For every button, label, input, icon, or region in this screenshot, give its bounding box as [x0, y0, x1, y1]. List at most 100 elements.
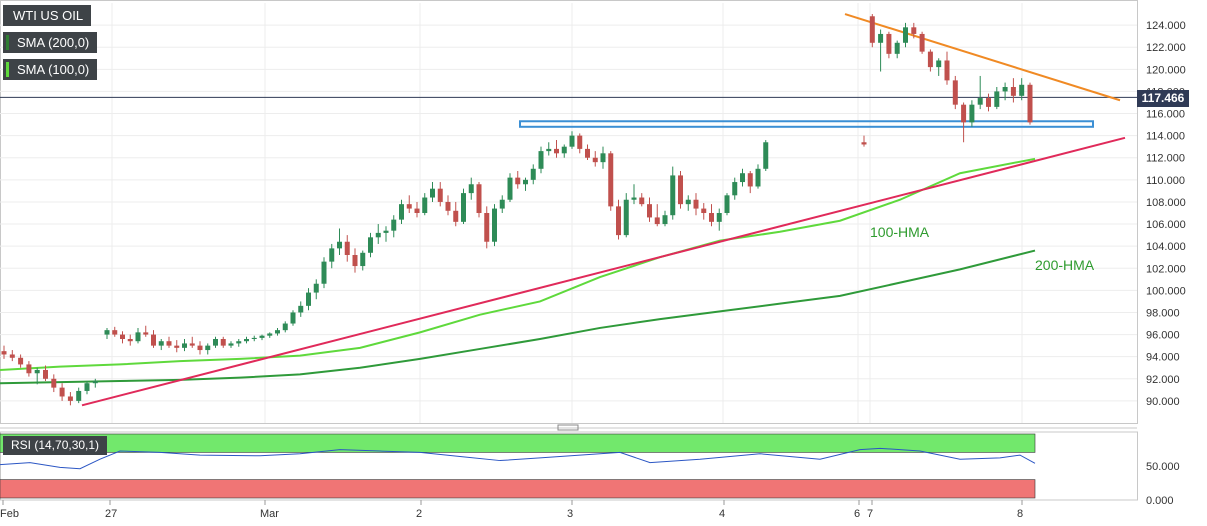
- candle-body: [678, 175, 683, 205]
- price-tick-label: 114.000: [1146, 131, 1185, 143]
- sma100-swatch: [6, 62, 9, 77]
- candle-body: [259, 335, 265, 338]
- candle-body: [251, 337, 257, 339]
- candle-body: [530, 168, 536, 180]
- candle-body: [104, 330, 110, 335]
- x-tick-label: 3: [567, 508, 573, 520]
- candle-body: [414, 208, 420, 213]
- price-tick-label: 124.000: [1146, 20, 1186, 32]
- current-price-tag: 117.466: [1137, 90, 1189, 107]
- candle-body: [282, 323, 288, 331]
- candle-body: [189, 343, 195, 346]
- candle-body: [894, 42, 900, 54]
- candle-body: [869, 16, 875, 43]
- candle-body: [515, 177, 521, 185]
- candle-body: [422, 197, 428, 213]
- candle-body: [321, 261, 327, 284]
- candle-body: [569, 135, 575, 147]
- candle-body: [275, 330, 280, 334]
- candle-body: [647, 204, 652, 218]
- candle-body: [732, 182, 738, 196]
- price-tick-label: 112.000: [1146, 153, 1185, 165]
- candle-body: [1002, 87, 1008, 92]
- candle-body: [716, 213, 722, 222]
- candle-body: [476, 184, 482, 213]
- price-tick-label: 110.000: [1146, 175, 1185, 187]
- candle-body: [561, 146, 567, 154]
- candle-body: [26, 364, 32, 374]
- rsi-label[interactable]: RSI (14,70,30,1): [3, 436, 108, 455]
- rsi-panel: 50.000 0.000: [0, 431, 1180, 507]
- candle-body: [919, 33, 925, 52]
- rsi-tick-label: 50.000: [1146, 461, 1180, 473]
- candle-body: [135, 332, 141, 342]
- candle-body: [298, 305, 304, 313]
- rsi-tick-label: 0.000: [1146, 495, 1174, 507]
- candle-body: [763, 142, 769, 169]
- symbol-label[interactable]: WTI US OIL: [3, 5, 92, 26]
- price-tick-label: 96.000: [1146, 330, 1180, 342]
- candle-body: [445, 201, 451, 211]
- candle-body: [174, 345, 180, 348]
- sma200-legend[interactable]: SMA (200,0): [3, 32, 98, 53]
- rsi-overbought-band: [0, 433, 1036, 453]
- candle-body: [600, 153, 606, 163]
- candle-body: [290, 312, 296, 324]
- candle-body: [461, 193, 466, 222]
- candle-body: [182, 343, 187, 348]
- rsi-frame: [0, 431, 1138, 501]
- candle-body: [724, 195, 730, 213]
- candle-body: [112, 330, 118, 335]
- candle-body: [306, 292, 311, 306]
- candle-body: [151, 334, 156, 346]
- candle-body: [861, 142, 867, 145]
- price-tick-label: 106.000: [1146, 219, 1186, 231]
- price-tick-label: 116.000: [1146, 109, 1185, 121]
- x-tick-label: Mar: [260, 508, 279, 520]
- candle-body: [616, 206, 621, 236]
- candle-body: [84, 383, 90, 391]
- candle-body: [986, 98, 991, 107]
- x-tick-label: 6: [854, 508, 860, 520]
- candle-body: [546, 148, 552, 152]
- candle-body: [878, 33, 884, 43]
- candle-body: [701, 208, 707, 213]
- series-line: [0, 157, 1036, 371]
- pane-resize-handle: [557, 424, 579, 431]
- sma200-swatch: [6, 35, 9, 50]
- candle-body: [352, 255, 358, 267]
- price-tick-label: 102.000: [1146, 263, 1186, 275]
- candle-body: [59, 387, 65, 397]
- candle-body: [197, 345, 203, 351]
- price-tick-label: 90.000: [1146, 396, 1180, 408]
- candle-body: [267, 333, 273, 336]
- x-tick-label: 7: [867, 508, 873, 520]
- candle-body: [18, 357, 24, 365]
- candle-body: [577, 135, 583, 149]
- support-zone: [519, 120, 1094, 128]
- candle-body: [585, 148, 590, 158]
- candle-body: [1019, 84, 1025, 96]
- x-tick-label: 27: [105, 508, 117, 520]
- price-tick-label: 92.000: [1146, 374, 1180, 386]
- x-tick-label: Feb: [0, 508, 19, 520]
- candle-body: [127, 339, 133, 342]
- x-tick-label: 8: [1017, 508, 1023, 520]
- rsi-line: [0, 447, 1036, 470]
- sma100-legend[interactable]: SMA (100,0): [3, 59, 98, 80]
- candle-body: [430, 188, 435, 198]
- series-line: [0, 249, 1036, 385]
- candle-body: [944, 60, 950, 81]
- main-grid: [0, 0, 1138, 431]
- candle-body: [9, 354, 15, 358]
- candle-body: [654, 217, 660, 225]
- candle-body: [92, 381, 98, 384]
- candle-body: [166, 341, 172, 346]
- candle-body: [685, 199, 691, 205]
- plot-area: 100-HMA 200-HMA: [0, 13, 1137, 407]
- candle-body: [608, 153, 614, 207]
- candle-body: [43, 369, 48, 379]
- time-axis: Feb 27 Mar 2 3 4 6 7 8: [0, 500, 1023, 520]
- candle-body: [507, 177, 513, 200]
- candle-body: [740, 173, 745, 183]
